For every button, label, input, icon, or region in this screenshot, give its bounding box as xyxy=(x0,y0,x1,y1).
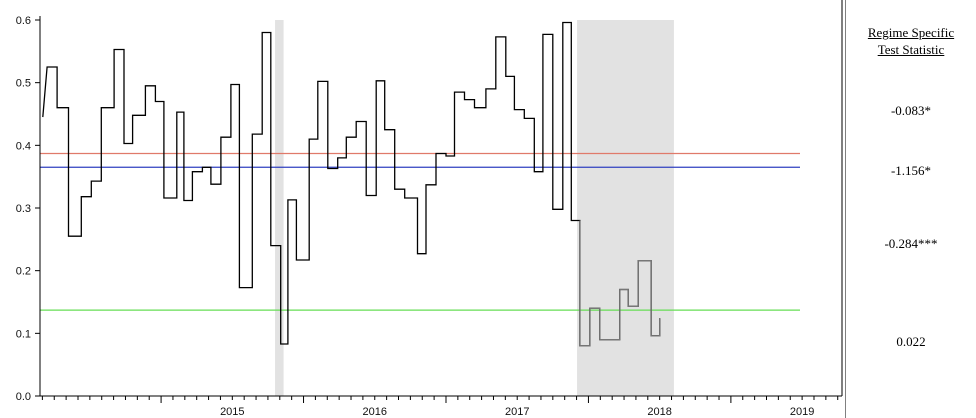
axes: 0.0 0.1 0.2 0.3 0.4 0.5 0.6 2015 2016 2017 2018 201… xyxy=(16,0,846,418)
x-tick-label-2017: 2017 xyxy=(505,406,529,418)
y-tick-label-0.1: 0.1 xyxy=(16,328,31,340)
y-tick-label-0.0: 0.0 xyxy=(16,391,31,403)
y-tick-label-0.4: 0.4 xyxy=(16,140,31,152)
stat-value-2: -1.156* xyxy=(890,163,932,178)
x-tick-label-2016: 2016 xyxy=(363,406,387,418)
shaded-region-2 xyxy=(577,20,674,396)
line-chart: 0.0 0.1 0.2 0.3 0.4 0.5 0.6 2015 2016 2017 2018 201… xyxy=(16,0,846,418)
shaded-regions xyxy=(275,20,674,396)
stat-value-3: -0.284*** xyxy=(884,236,938,251)
y-tick-label-0.5: 0.5 xyxy=(16,78,31,90)
series-layer xyxy=(42,21,661,347)
series-line-shaded-portion xyxy=(579,220,661,347)
x-tick-label-2019: 2019 xyxy=(790,406,814,418)
panel-title-line-2: Test Statistic xyxy=(877,42,945,57)
stat-value-4: 0.022 xyxy=(896,334,926,349)
reference-lines xyxy=(40,152,800,311)
x-tick-label-2015: 2015 xyxy=(220,406,244,418)
shaded-region-1 xyxy=(275,20,284,396)
series-line-1 xyxy=(42,21,661,347)
panel-title: Regime Specific Test Statistic xyxy=(846,24,976,58)
y-tick-label-0.2: 0.2 xyxy=(16,266,31,278)
y-tick-label-0.6: 0.6 xyxy=(16,15,31,27)
y-tick-label-0.3: 0.3 xyxy=(16,203,31,215)
x-tick-label-2018: 2018 xyxy=(647,406,671,418)
panel-title-line-1: Regime Specific xyxy=(867,25,955,40)
regime-statistic-panel: Regime Specific Test Statistic -0.083* -… xyxy=(846,0,976,418)
stat-value-1: -0.083* xyxy=(890,103,932,118)
